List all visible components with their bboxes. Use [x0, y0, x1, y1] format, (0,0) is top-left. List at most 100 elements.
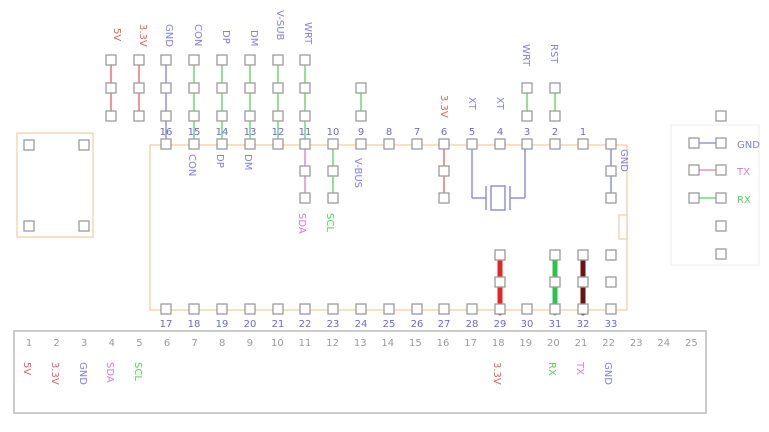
- jumper-pad: [577, 276, 589, 288]
- inner-pad: [327, 192, 339, 204]
- inner-pad: [299, 192, 311, 204]
- header-label-3v3: 3.3V: [49, 362, 60, 385]
- jumper-pad: [577, 249, 589, 261]
- top-strip-pad: [272, 110, 284, 122]
- inner-pad: [605, 165, 617, 177]
- bottom-pin-number: 22: [299, 319, 312, 330]
- chip-bottom-pin: [549, 303, 561, 315]
- connector-pad: [688, 137, 700, 149]
- inner-label-sda: SDA: [296, 213, 307, 234]
- bottom-pin-number: 26: [411, 319, 424, 330]
- chip-bottom-pin: [411, 303, 423, 315]
- top-strip-pad: [188, 54, 200, 66]
- chip-top-pin: [549, 138, 561, 150]
- top-strip-pad: [188, 82, 200, 94]
- header-pin-number: 6: [164, 338, 170, 349]
- top-strip-pad: [133, 82, 145, 94]
- chip-bottom-pin: [188, 303, 200, 315]
- top-pin-number: 15: [188, 127, 201, 138]
- top-strip-pad: [272, 82, 284, 94]
- chip-bottom-pin: [494, 303, 506, 315]
- header-pin-number: 23: [630, 338, 643, 349]
- jumper-pad: [494, 276, 506, 288]
- side-module-pad: [78, 220, 90, 232]
- top-strip-pad: [244, 110, 256, 122]
- connector-pad: [715, 137, 727, 149]
- top-right-pad: [521, 110, 533, 122]
- top-strip-pad: [216, 110, 228, 122]
- connector-pad: [715, 192, 727, 204]
- chip-top-pin: [494, 138, 506, 150]
- top-pin-number: 5: [469, 127, 475, 138]
- connector-pad: [688, 192, 700, 204]
- top-strip-pad: [160, 54, 172, 66]
- chip-bottom-pin: [272, 303, 284, 315]
- header-label-3v3-pin18: 3.3V: [491, 362, 502, 385]
- top-right-pad: [521, 82, 533, 94]
- chip-top-pin: [327, 138, 339, 150]
- header-pin-number: 7: [191, 338, 197, 349]
- chip-top-pin: [355, 138, 367, 150]
- top-right-label-wrt: WRT: [520, 44, 531, 67]
- bottom-pin-number: 31: [549, 319, 562, 330]
- bottom-pin-number: 28: [466, 319, 479, 330]
- side-module-pad: [23, 220, 35, 232]
- bottom-pin-number: 27: [438, 319, 451, 330]
- chip-top-pin: [216, 138, 228, 150]
- connector-pad: [715, 220, 727, 232]
- top-right-label-xt-1: XT: [466, 97, 477, 111]
- chip-top-pin: [299, 138, 311, 150]
- top-right-pad: [549, 110, 561, 122]
- connector-label-gnd: GND: [737, 140, 760, 151]
- bottom-pin-number: 18: [188, 319, 201, 330]
- header-pin-number: 15: [409, 338, 422, 349]
- header-pin-number: 1: [26, 338, 32, 349]
- top-strip-pad: [216, 54, 228, 66]
- bottom-pin-number: 21: [272, 319, 285, 330]
- chip-bottom-pin: [521, 303, 533, 315]
- inner-labels: CON DP DM SDA SCL V-BUS GND: [186, 149, 629, 234]
- header-pin-number: 5: [136, 338, 142, 349]
- top-label-gnd: GND: [163, 24, 174, 47]
- top-pin-number: 1: [580, 127, 586, 138]
- top-pin-number: 12: [272, 127, 285, 138]
- connector-pad: [715, 110, 727, 122]
- header-pin-number: 3: [81, 338, 87, 349]
- connector-labels: GND TX RX: [736, 140, 760, 206]
- top-pin-number: 4: [497, 127, 503, 138]
- jumper-pad: [494, 249, 506, 261]
- gnd-column-pad: [605, 249, 617, 261]
- header-labels: 5V 3.3V GND SDA SCL 3.3V RX TX GND: [21, 361, 613, 385]
- chip-bottom-pin: [160, 303, 172, 315]
- chip-top-pin: [383, 138, 395, 150]
- inner-label-dp: DP: [214, 154, 225, 168]
- header-pin-number: 25: [685, 338, 698, 349]
- top-strip-pad: [299, 82, 311, 94]
- top-strip-pad: [133, 110, 145, 122]
- inner-label-v-bus: V-BUS: [352, 158, 363, 188]
- header-pin-number: 21: [575, 338, 588, 349]
- jumper-pad: [549, 276, 561, 288]
- chip-gnd-pin: [605, 138, 617, 150]
- v-bus-pad: [355, 82, 367, 94]
- top-label-3v3: 3.3V: [137, 24, 148, 47]
- header-pin-number: 20: [547, 338, 560, 349]
- top-strip-pad: [105, 54, 117, 66]
- header-pin-number: 9: [247, 338, 253, 349]
- header-pin-number: 10: [271, 338, 284, 349]
- v-bus-pad: [355, 110, 367, 122]
- top-pin-number: 8: [386, 127, 392, 138]
- top-strip-pad: [105, 110, 117, 122]
- bottom-pin-number: 32: [577, 319, 590, 330]
- top-pin-number: 13: [244, 127, 257, 138]
- header-label-rx: RX: [546, 362, 557, 376]
- top-right-label-rst: RST: [548, 44, 559, 64]
- header-pin-number: 4: [109, 338, 115, 349]
- inner-label-con: CON: [186, 154, 197, 176]
- top-labels: 5V 3.3V GND CON DP DM V-SUB WRT: [111, 10, 313, 47]
- pin-numbers: 16 15 14 13 12 11 10 9 8 7 6 5 4 3 2 117 18 19 20 21 22 23 24 2…: [26, 127, 698, 349]
- inner-pad: [438, 165, 450, 177]
- connector-pad: [715, 164, 727, 176]
- chip-bottom-pin: [244, 303, 256, 315]
